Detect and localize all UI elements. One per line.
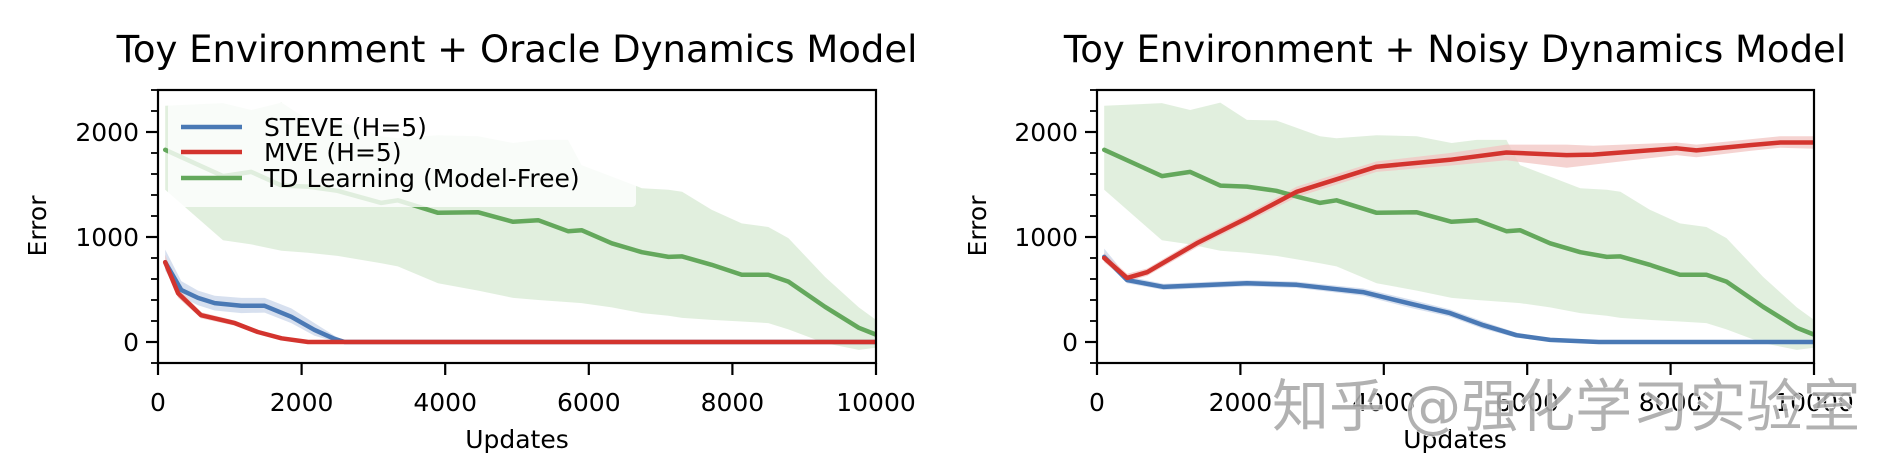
x-tick-label: 6000 <box>557 388 621 417</box>
x-tick-label: 0 <box>150 388 166 417</box>
y-tick-label: 1000 <box>75 223 139 252</box>
confidence-band-mve <box>1104 136 1814 282</box>
x-tick-label: 4000 <box>1352 388 1416 417</box>
plot-area <box>1101 102 1814 350</box>
chart-panel-oracle: Toy Environment + Oracle Dynamics Model … <box>23 28 917 454</box>
confidence-band-td <box>1104 102 1814 350</box>
axes-spines <box>156 88 878 365</box>
x-tick-label: 10000 <box>1774 388 1854 417</box>
y-axis-label: Error <box>23 195 52 257</box>
x-tick-label: 2000 <box>270 388 334 417</box>
y-axis-label: Error <box>963 195 992 257</box>
series-line-td <box>1101 147 1814 337</box>
watermark-text: 知乎 @强化学习实验室 <box>1272 374 1860 440</box>
y-tick-label: 0 <box>1062 328 1078 357</box>
y-tick-label: 2000 <box>1014 118 1078 147</box>
legend-label-mve: MVE (H=5) <box>264 138 402 167</box>
legend-label-steve: STEVE (H=5) <box>264 113 427 142</box>
axes-frame: 0 1000 2000 0 2000 4000 6000 8000 10000 <box>1014 88 1854 417</box>
x-tick-label: 0 <box>1089 388 1105 417</box>
chart-title: Toy Environment + Noisy Dynamics Model <box>1063 28 1846 71</box>
x-tick-label: 2000 <box>1209 388 1273 417</box>
x-tick-label: 6000 <box>1495 388 1559 417</box>
y-tick-label: 2000 <box>75 118 139 147</box>
x-tick-label: 8000 <box>701 388 765 417</box>
chart-title: Toy Environment + Oracle Dynamics Model <box>116 28 918 71</box>
series-line-mve <box>162 259 876 345</box>
x-axis-label: Updates <box>465 425 569 454</box>
x-axis-label: Updates <box>1403 425 1507 454</box>
series-line-steve <box>1101 254 1814 345</box>
legend: STEVE (H=5) MVE (H=5) TD Learning (Model… <box>168 103 636 207</box>
y-tick-label: 0 <box>123 328 139 357</box>
x-tick-label: 10000 <box>836 388 916 417</box>
x-tick-label: 4000 <box>413 388 477 417</box>
legend-box <box>168 103 636 207</box>
axes-frame: 0 1000 2000 0 2000 4000 6000 8000 10000 <box>75 88 916 417</box>
chart-panel-noisy: Toy Environment + Noisy Dynamics Model 0… <box>963 28 1854 454</box>
series-line-mve <box>1101 140 1814 281</box>
legend-label-td: TD Learning (Model-Free) <box>263 164 580 193</box>
x-tick-label: 8000 <box>1639 388 1703 417</box>
y-tick-label: 1000 <box>1014 223 1078 252</box>
axes-spines <box>1095 88 1816 365</box>
